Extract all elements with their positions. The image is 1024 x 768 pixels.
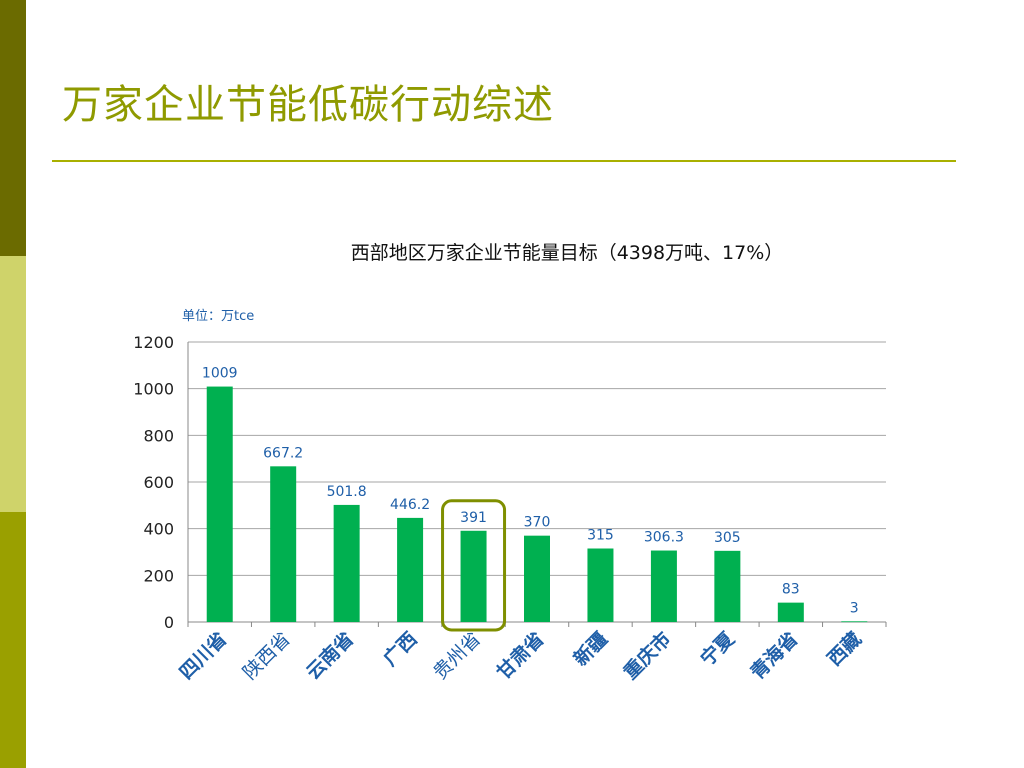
category-label: 贵州省 xyxy=(429,628,485,684)
data-label: 305 xyxy=(714,530,741,546)
data-label: 667.2 xyxy=(263,445,303,461)
bar xyxy=(270,466,297,622)
highlight-box xyxy=(441,499,507,632)
bar xyxy=(460,530,487,622)
y-tick-label: 1000 xyxy=(133,380,174,399)
data-label: 83 xyxy=(782,582,800,598)
bar xyxy=(397,517,424,622)
accent-bar-middle xyxy=(0,256,26,512)
bar xyxy=(650,550,677,622)
y-tick-label: 400 xyxy=(143,520,174,539)
category-label: 四川省 xyxy=(175,628,231,684)
bar xyxy=(841,621,868,623)
data-label: 315 xyxy=(587,528,614,544)
accent-bar-top xyxy=(0,0,26,256)
y-tick-label: 200 xyxy=(143,566,174,585)
category-label: 云南省 xyxy=(302,628,358,684)
bar xyxy=(777,602,804,622)
accent-bar-bottom xyxy=(0,512,26,768)
bar xyxy=(524,535,550,622)
data-label: 501.8 xyxy=(327,484,367,500)
bar xyxy=(333,504,360,622)
category-label: 青海省 xyxy=(746,627,803,684)
category-label: 甘肃省 xyxy=(492,627,549,684)
bar xyxy=(206,386,233,622)
bar xyxy=(587,548,614,622)
category-label: 西藏 xyxy=(823,627,866,670)
category-label: 新疆 xyxy=(569,627,612,670)
data-label: 391 xyxy=(460,510,487,526)
slide-title: 万家企业节能低碳行动综述 xyxy=(62,82,554,128)
category-label: 重庆市 xyxy=(619,627,676,684)
data-label: 446.2 xyxy=(390,497,430,513)
category-label: 陕西省 xyxy=(239,628,295,684)
data-label: 370 xyxy=(524,515,551,531)
title-divider xyxy=(52,160,956,162)
chart-title: 西部地区万家企业节能量目标（4398万吨、17%） xyxy=(350,242,784,264)
y-tick-label: 800 xyxy=(143,426,174,445)
category-label: 广西 xyxy=(378,627,421,670)
y-tick-label: 0 xyxy=(164,613,174,632)
unit-label: 单位：万tce xyxy=(182,309,255,324)
data-label: 1009 xyxy=(202,366,238,382)
bar xyxy=(714,550,741,622)
data-label: 306.3 xyxy=(644,530,684,546)
y-tick-label: 600 xyxy=(143,473,174,492)
y-tick-label: 1200 xyxy=(133,333,174,352)
data-label: 3 xyxy=(850,600,859,616)
category-label: 宁夏 xyxy=(696,627,740,671)
